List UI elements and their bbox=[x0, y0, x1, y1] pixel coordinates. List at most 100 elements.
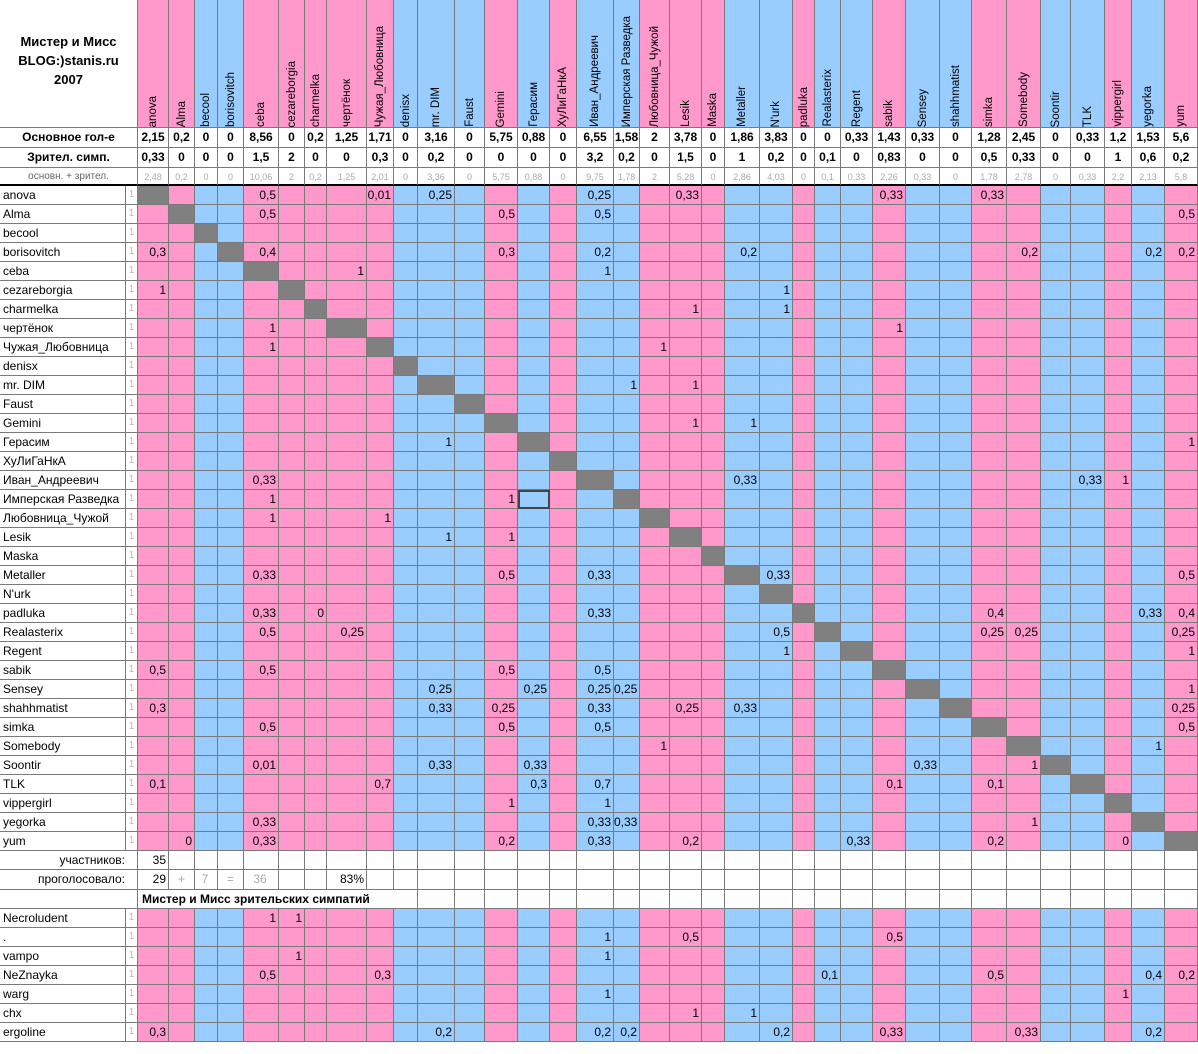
vote-cell[interactable] bbox=[972, 547, 1007, 566]
vote-cell[interactable] bbox=[1132, 338, 1165, 357]
vote-cell[interactable] bbox=[138, 813, 169, 832]
vote-cell[interactable] bbox=[195, 319, 218, 338]
vote-cell[interactable] bbox=[1165, 1023, 1198, 1042]
vote-cell[interactable]: 0,2 bbox=[577, 1023, 614, 1042]
vote-cell[interactable] bbox=[702, 243, 725, 262]
vote-cell[interactable] bbox=[1105, 661, 1132, 680]
vote-cell[interactable] bbox=[244, 699, 279, 718]
vote-cell[interactable] bbox=[418, 281, 455, 300]
vote-cell[interactable] bbox=[841, 205, 873, 224]
vote-cell[interactable] bbox=[1071, 985, 1105, 1004]
vote-cell[interactable] bbox=[244, 794, 279, 813]
vote-cell[interactable] bbox=[670, 737, 702, 756]
vote-cell[interactable] bbox=[906, 1004, 940, 1023]
vote-cell[interactable] bbox=[815, 699, 841, 718]
summary-value[interactable]: 0,2 bbox=[760, 148, 793, 168]
vote-cell[interactable] bbox=[305, 1004, 327, 1023]
vote-cell[interactable] bbox=[906, 509, 940, 528]
vote-cell[interactable]: 0,1 bbox=[972, 775, 1007, 794]
vote-cell[interactable] bbox=[305, 224, 327, 243]
vote-cell[interactable] bbox=[1007, 566, 1041, 585]
vote-cell[interactable] bbox=[972, 262, 1007, 281]
summary-value[interactable]: 0 bbox=[702, 128, 725, 148]
vote-cell[interactable]: 0,33 bbox=[614, 813, 640, 832]
vote-cell[interactable] bbox=[169, 585, 195, 604]
vote-cell[interactable] bbox=[1071, 395, 1105, 414]
vote-cell[interactable] bbox=[760, 699, 793, 718]
summary-value[interactable]: 6,55 bbox=[577, 128, 614, 148]
vote-cell[interactable] bbox=[873, 966, 906, 985]
vote-cell[interactable] bbox=[760, 338, 793, 357]
vote-cell[interactable] bbox=[1041, 414, 1071, 433]
summary-value[interactable]: 0 bbox=[455, 168, 485, 186]
vote-cell[interactable] bbox=[614, 433, 640, 452]
vote-cell[interactable] bbox=[906, 528, 940, 547]
vote-cell[interactable] bbox=[195, 623, 218, 642]
vote-cell[interactable] bbox=[873, 205, 906, 224]
vote-cell[interactable] bbox=[367, 528, 394, 547]
vote-cell[interactable] bbox=[138, 357, 169, 376]
summary-value[interactable]: 0,33 bbox=[1071, 168, 1105, 186]
vote-cell[interactable] bbox=[841, 414, 873, 433]
vote-cell[interactable]: 0,4 bbox=[972, 604, 1007, 623]
vote-cell[interactable] bbox=[394, 338, 418, 357]
vote-cell[interactable] bbox=[305, 376, 327, 395]
vote-cell[interactable] bbox=[550, 985, 577, 1004]
summary-value[interactable]: 2,2 bbox=[1105, 168, 1132, 186]
vote-cell[interactable] bbox=[614, 528, 640, 547]
vote-cell[interactable] bbox=[841, 566, 873, 585]
vote-cell[interactable] bbox=[640, 262, 670, 281]
vote-cell[interactable] bbox=[725, 623, 760, 642]
vote-cell[interactable] bbox=[169, 395, 195, 414]
vote-cell[interactable] bbox=[455, 813, 485, 832]
vote-cell[interactable] bbox=[218, 585, 244, 604]
vote-cell[interactable] bbox=[518, 243, 550, 262]
vote-cell[interactable] bbox=[670, 1023, 702, 1042]
vote-cell[interactable] bbox=[455, 794, 485, 813]
vote-cell[interactable] bbox=[1007, 300, 1041, 319]
self-vote-cell[interactable] bbox=[906, 680, 940, 699]
vote-cell[interactable] bbox=[670, 585, 702, 604]
vote-cell[interactable] bbox=[1041, 642, 1071, 661]
vote-cell[interactable]: 0,25 bbox=[1165, 699, 1198, 718]
vote-cell[interactable] bbox=[195, 547, 218, 566]
vote-cell[interactable]: 0 bbox=[169, 832, 195, 851]
vote-cell[interactable] bbox=[550, 395, 577, 414]
vote-cell[interactable]: 1 bbox=[577, 262, 614, 281]
vote-cell[interactable] bbox=[305, 947, 327, 966]
vote-cell[interactable] bbox=[640, 585, 670, 604]
vote-cell[interactable] bbox=[670, 395, 702, 414]
vote-cell[interactable] bbox=[940, 909, 972, 928]
vote-cell[interactable] bbox=[518, 832, 550, 851]
vote-cell[interactable] bbox=[841, 357, 873, 376]
vote-cell[interactable] bbox=[1041, 585, 1071, 604]
vote-cell[interactable] bbox=[1071, 338, 1105, 357]
vote-cell[interactable] bbox=[760, 604, 793, 623]
vote-cell[interactable] bbox=[1007, 642, 1041, 661]
vote-cell[interactable] bbox=[841, 281, 873, 300]
column-header[interactable]: Чужая_Любовница bbox=[367, 0, 394, 128]
vote-cell[interactable] bbox=[1071, 566, 1105, 585]
vote-cell[interactable] bbox=[195, 471, 218, 490]
vote-cell[interactable] bbox=[577, 281, 614, 300]
vote-cell[interactable] bbox=[702, 338, 725, 357]
vote-cell[interactable] bbox=[841, 300, 873, 319]
vote-cell[interactable] bbox=[195, 966, 218, 985]
vote-cell[interactable] bbox=[793, 471, 815, 490]
vote-cell[interactable] bbox=[670, 205, 702, 224]
vote-cell[interactable] bbox=[195, 300, 218, 319]
vote-cell[interactable]: 0,7 bbox=[367, 775, 394, 794]
vote-cell[interactable] bbox=[327, 547, 367, 566]
vote-cell[interactable] bbox=[244, 985, 279, 1004]
vote-cell[interactable] bbox=[218, 813, 244, 832]
vote-cell[interactable] bbox=[305, 737, 327, 756]
vote-cell[interactable] bbox=[815, 471, 841, 490]
self-vote-cell[interactable] bbox=[455, 395, 485, 414]
vote-cell[interactable] bbox=[455, 680, 485, 699]
vote-cell[interactable] bbox=[760, 680, 793, 699]
vote-cell[interactable] bbox=[279, 376, 305, 395]
vote-cell[interactable] bbox=[169, 490, 195, 509]
vote-cell[interactable] bbox=[1041, 452, 1071, 471]
vote-cell[interactable] bbox=[455, 376, 485, 395]
vote-cell[interactable] bbox=[550, 813, 577, 832]
